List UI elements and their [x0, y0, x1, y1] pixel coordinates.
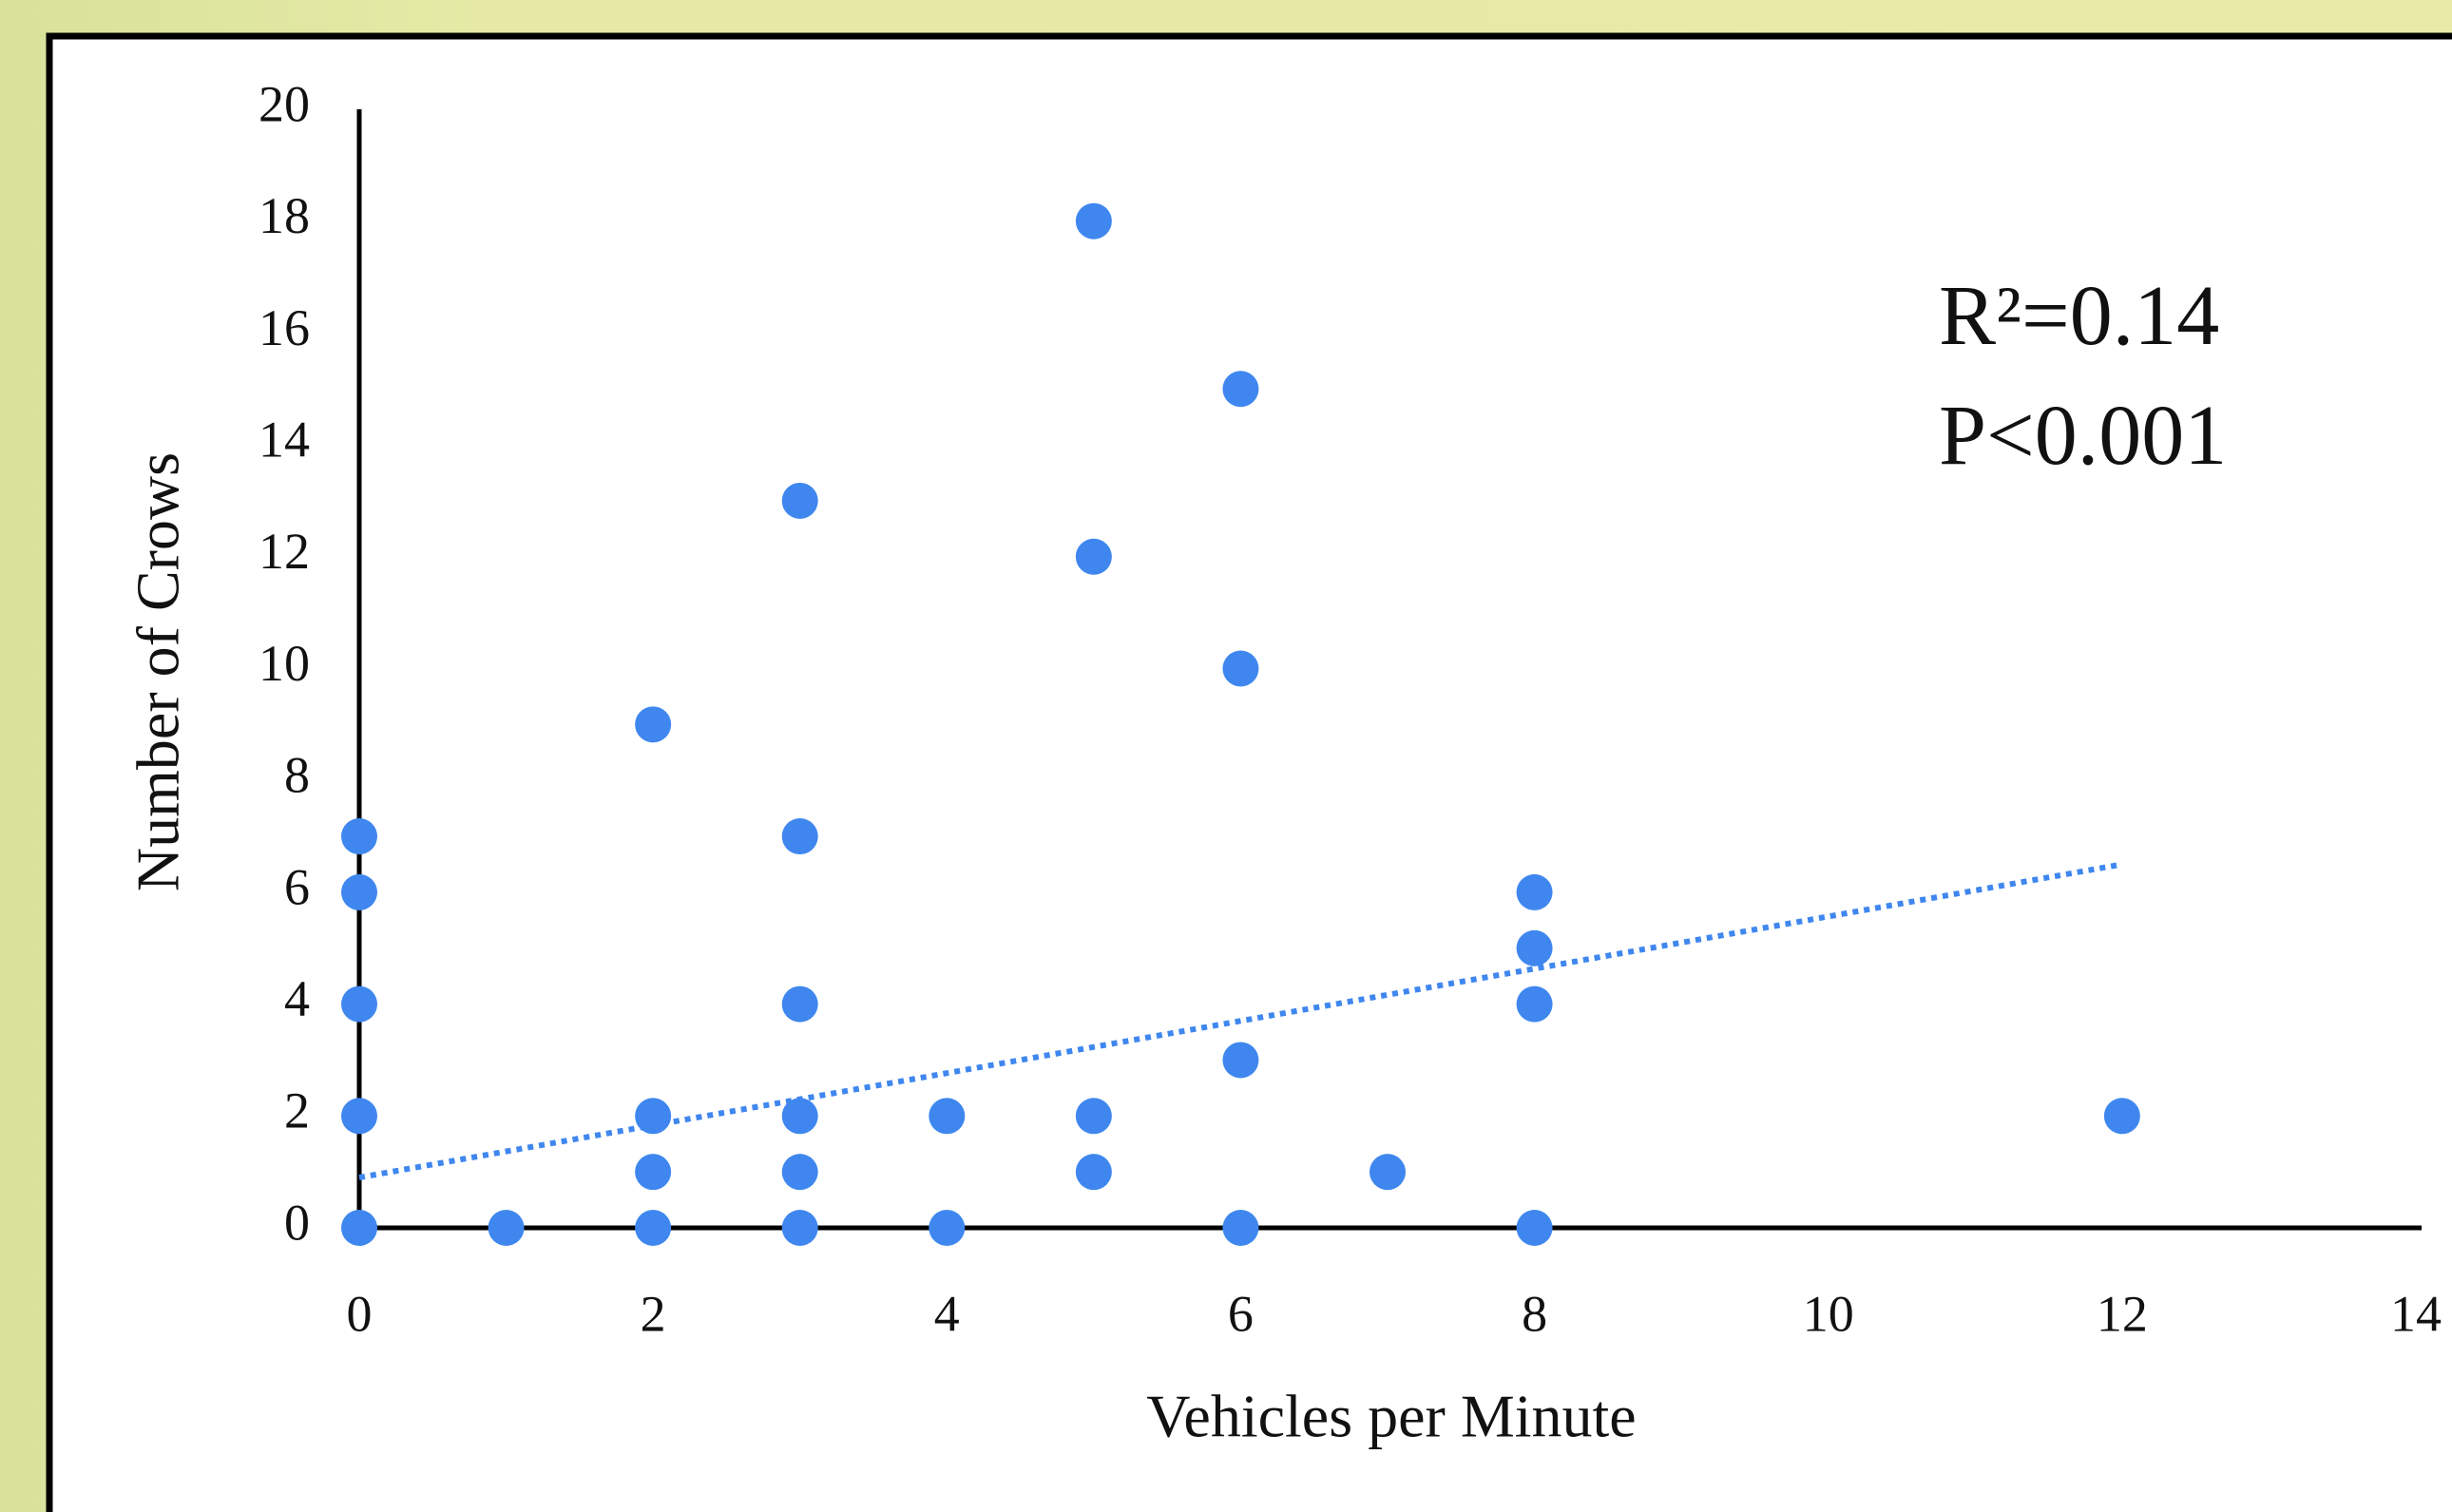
x-tick-label: 0 — [347, 1285, 373, 1342]
y-tick-label: 4 — [284, 970, 310, 1027]
x-tick-label: 4 — [934, 1285, 960, 1342]
y-axis-title: Number of Crows — [125, 452, 192, 891]
chart: Vehicles per Minute Number of Crows R²=0… — [0, 0, 2452, 1512]
scatter-point — [341, 874, 377, 910]
y-tick-label: 6 — [284, 858, 310, 915]
scatter-point — [782, 1098, 818, 1134]
x-axis-title: Vehicles per Minute — [1146, 1383, 1636, 1450]
scatter-point — [1370, 1154, 1406, 1190]
x-tick-label: 12 — [2097, 1285, 2148, 1342]
x-tick-label: 10 — [1803, 1285, 1854, 1342]
annotation: R²=0.14 — [1939, 269, 2219, 363]
y-tick-label: 18 — [259, 187, 310, 244]
scatter-point — [782, 1154, 818, 1190]
x-tick-label: 8 — [1522, 1285, 1547, 1342]
scatter-point — [2104, 1098, 2140, 1134]
y-tick-label: 8 — [284, 747, 310, 804]
scatter-point — [1222, 651, 1258, 687]
scatter-point — [1517, 930, 1553, 967]
scatter-point — [1076, 1098, 1112, 1134]
scatter-point — [341, 818, 377, 854]
scatter-point — [929, 1210, 965, 1246]
scatter-point — [1222, 1210, 1258, 1246]
x-tick-label: 6 — [1228, 1285, 1254, 1342]
y-tick-label: 20 — [259, 75, 310, 132]
scatter-point — [1517, 1210, 1553, 1246]
annotation: P<0.001 — [1939, 389, 2227, 483]
scatter-point — [929, 1098, 965, 1134]
scatter-point — [635, 1154, 671, 1190]
scatter-point — [341, 1098, 377, 1134]
scatter-point — [635, 1210, 671, 1246]
scatter-point — [1222, 1042, 1258, 1078]
y-tick-label: 12 — [259, 523, 310, 580]
scatter-point — [488, 1210, 525, 1246]
scatter-point — [1517, 986, 1553, 1023]
scatter-point — [782, 1210, 818, 1246]
page: Vehicles per Minute Number of Crows R²=0… — [0, 0, 2452, 1512]
scatter-point — [1222, 371, 1258, 407]
scatter-point — [782, 818, 818, 854]
y-tick-label: 0 — [284, 1194, 310, 1251]
x-tick-label: 2 — [641, 1285, 666, 1342]
scatter-point — [1076, 539, 1112, 575]
scatter-point — [782, 986, 818, 1023]
y-tick-label: 2 — [284, 1082, 310, 1139]
scatter-point — [1076, 203, 1112, 239]
scatter-point — [341, 986, 377, 1023]
scatter-point — [1517, 874, 1553, 910]
y-tick-label: 10 — [259, 635, 310, 692]
scatter-point — [635, 706, 671, 742]
scatter-point — [635, 1098, 671, 1134]
x-tick-label: 14 — [2390, 1285, 2442, 1342]
scatter-point — [782, 483, 818, 519]
y-tick-label: 14 — [259, 411, 310, 468]
y-tick-label: 16 — [259, 299, 310, 356]
scatter-point — [341, 1210, 377, 1246]
scatter-point — [1076, 1154, 1112, 1190]
